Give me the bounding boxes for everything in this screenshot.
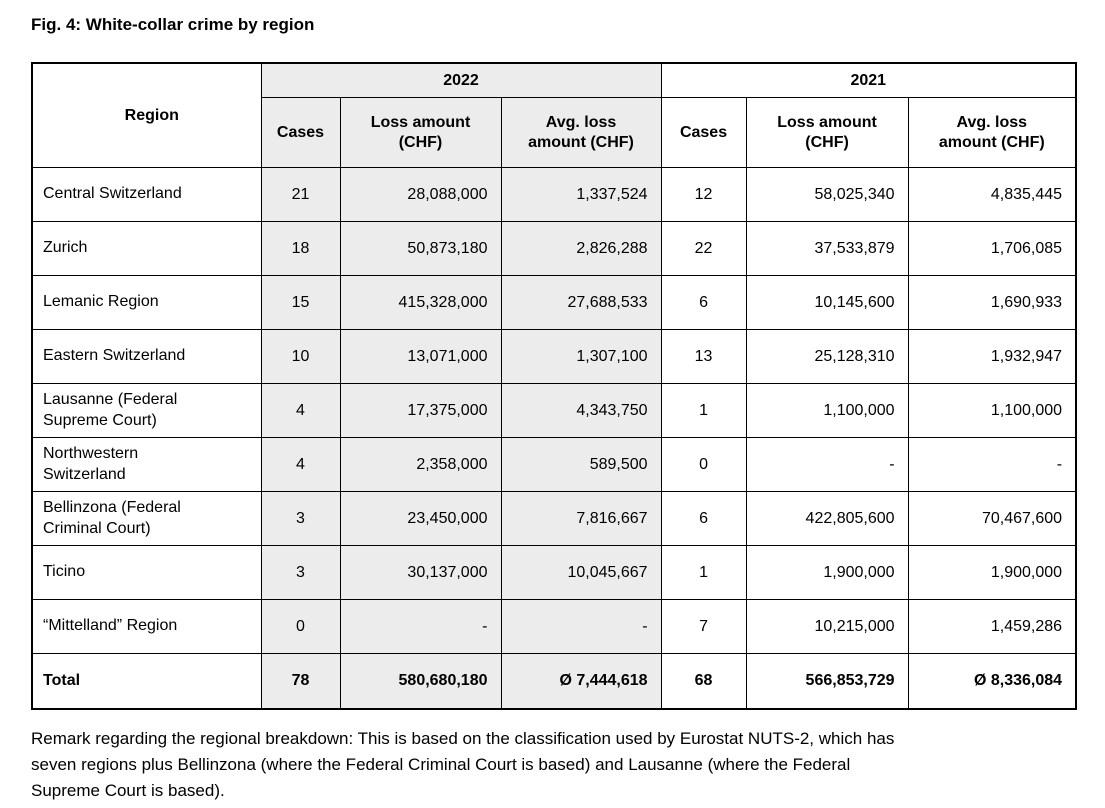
region-cell: Central Switzerland bbox=[31, 167, 262, 222]
avg-loss-2021-cell: - bbox=[907, 437, 1077, 492]
loss-2022-cell: - bbox=[339, 599, 502, 654]
figure-title: Fig. 4: White-collar crime by region bbox=[31, 15, 315, 34]
avg-loss-2022-cell: 4,343,750 bbox=[500, 383, 662, 438]
avg-loss-2022-cell: 2,826,288 bbox=[500, 221, 662, 276]
year-2021-header: 2021 bbox=[660, 62, 1077, 98]
total-cases-2021-cell: 68 bbox=[660, 653, 747, 710]
cases-2022-cell: 10 bbox=[260, 329, 341, 384]
cases-2022-header: Cases bbox=[260, 97, 341, 168]
total-loss-2021-cell: 566,853,729 bbox=[745, 653, 909, 710]
loss-2021-cell: 37,533,879 bbox=[745, 221, 909, 276]
loss-2021-cell: 10,145,600 bbox=[745, 275, 909, 330]
cases-2022-cell: 4 bbox=[260, 383, 341, 438]
loss-2021-cell: 422,805,600 bbox=[745, 491, 909, 546]
cases-2021-cell: 12 bbox=[660, 167, 747, 222]
avg-loss-2022-cell: 1,307,100 bbox=[500, 329, 662, 384]
table-row: Ticino 3 30,137,000 10,045,667 1 1,900,0… bbox=[31, 545, 1077, 600]
loss-2022-cell: 415,328,000 bbox=[339, 275, 502, 330]
region-cell: Bellinzona (Federal Criminal Court) bbox=[31, 491, 262, 546]
table-row: Eastern Switzerland 10 13,071,000 1,307,… bbox=[31, 329, 1077, 384]
table-row: Central Switzerland 21 28,088,000 1,337,… bbox=[31, 167, 1077, 222]
table-row: Bellinzona (Federal Criminal Court) 3 23… bbox=[31, 491, 1077, 546]
region-cell: Ticino bbox=[31, 545, 262, 600]
total-loss-2022-cell: 580,680,180 bbox=[339, 653, 502, 710]
loss-2022-cell: 50,873,180 bbox=[339, 221, 502, 276]
cases-2021-cell: 6 bbox=[660, 275, 747, 330]
cases-2021-cell: 6 bbox=[660, 491, 747, 546]
avg-loss-2022-cell: 27,688,533 bbox=[500, 275, 662, 330]
region-cell: Lemanic Region bbox=[31, 275, 262, 330]
cases-2021-header: Cases bbox=[660, 97, 747, 168]
loss-2022-cell: 17,375,000 bbox=[339, 383, 502, 438]
avg-loss-2021-cell: 4,835,445 bbox=[907, 167, 1077, 222]
cases-2021-cell: 1 bbox=[660, 383, 747, 438]
cases-2021-cell: 13 bbox=[660, 329, 747, 384]
year-2022-header: 2022 bbox=[260, 62, 662, 98]
table-row: Lausanne (Federal Supreme Court) 4 17,37… bbox=[31, 383, 1077, 438]
avg-loss-2022-cell: 589,500 bbox=[500, 437, 662, 492]
avg-loss-2021-cell: 1,690,933 bbox=[907, 275, 1077, 330]
avg-loss-2022-cell: 7,816,667 bbox=[500, 491, 662, 546]
region-cell: “Mittelland” Region bbox=[31, 599, 262, 654]
avg-loss-2022-header: Avg. loss amount (CHF) bbox=[500, 97, 662, 168]
table-row: Northwestern Switzerland 4 2,358,000 589… bbox=[31, 437, 1077, 492]
total-row: Total 78 580,680,180 Ø 7,444,618 68 566,… bbox=[31, 653, 1077, 710]
region-column-header: Region bbox=[31, 62, 262, 168]
total-avg-2022-cell: Ø 7,444,618 bbox=[500, 653, 662, 710]
loss-2021-header: Loss amount (CHF) bbox=[745, 97, 909, 168]
cases-2022-cell: 21 bbox=[260, 167, 341, 222]
region-cell: Eastern Switzerland bbox=[31, 329, 262, 384]
table-row: “Mittelland” Region 0 - - 7 10,215,000 1… bbox=[31, 599, 1077, 654]
year-group-row: Region 2022 2021 bbox=[31, 62, 1077, 168]
cases-2022-cell: 3 bbox=[260, 545, 341, 600]
table-body: Central Switzerland 21 28,088,000 1,337,… bbox=[31, 167, 1077, 710]
cases-2021-cell: 0 bbox=[660, 437, 747, 492]
avg-loss-2021-cell: 1,100,000 bbox=[907, 383, 1077, 438]
cases-2021-cell: 7 bbox=[660, 599, 747, 654]
loss-2021-cell: 10,215,000 bbox=[745, 599, 909, 654]
avg-loss-2022-cell: 1,337,524 bbox=[500, 167, 662, 222]
avg-loss-2021-cell: 1,459,286 bbox=[907, 599, 1077, 654]
cases-2022-cell: 0 bbox=[260, 599, 341, 654]
region-cell: Northwestern Switzerland bbox=[31, 437, 262, 492]
loss-2021-cell: 58,025,340 bbox=[745, 167, 909, 222]
avg-loss-2021-cell: 70,467,600 bbox=[907, 491, 1077, 546]
loss-2022-header: Loss amount (CHF) bbox=[339, 97, 502, 168]
table-row: Lemanic Region 15 415,328,000 27,688,533… bbox=[31, 275, 1077, 330]
cases-2022-cell: 15 bbox=[260, 275, 341, 330]
loss-2021-cell: 1,100,000 bbox=[745, 383, 909, 438]
cases-2022-cell: 18 bbox=[260, 221, 341, 276]
loss-2021-cell: - bbox=[745, 437, 909, 492]
avg-loss-2021-cell: 1,932,947 bbox=[907, 329, 1077, 384]
total-label-cell: Total bbox=[31, 653, 262, 710]
avg-loss-2022-cell: 10,045,667 bbox=[500, 545, 662, 600]
table-header: Region 2022 2021 Cases Loss amount (CHF)… bbox=[31, 62, 1077, 168]
loss-2022-cell: 30,137,000 bbox=[339, 545, 502, 600]
loss-2022-cell: 28,088,000 bbox=[339, 167, 502, 222]
region-cell: Lausanne (Federal Supreme Court) bbox=[31, 383, 262, 438]
avg-loss-2021-cell: 1,706,085 bbox=[907, 221, 1077, 276]
table-row: Zurich 18 50,873,180 2,826,288 22 37,533… bbox=[31, 221, 1077, 276]
remark-text: Remark regarding the regional breakdown:… bbox=[31, 729, 895, 800]
subheader-row: Cases Loss amount (CHF) Avg. loss amount… bbox=[32, 97, 1077, 168]
loss-2022-cell: 2,358,000 bbox=[339, 437, 502, 492]
total-avg-2021-cell: Ø 8,336,084 bbox=[907, 653, 1077, 710]
region-cell: Zurich bbox=[31, 221, 262, 276]
loss-2022-cell: 23,450,000 bbox=[339, 491, 502, 546]
avg-loss-2022-cell: - bbox=[500, 599, 662, 654]
avg-loss-2021-cell: 1,900,000 bbox=[907, 545, 1077, 600]
loss-2021-cell: 25,128,310 bbox=[745, 329, 909, 384]
cases-2022-cell: 4 bbox=[260, 437, 341, 492]
cases-2022-cell: 3 bbox=[260, 491, 341, 546]
loss-2022-cell: 13,071,000 bbox=[339, 329, 502, 384]
cases-2021-cell: 22 bbox=[660, 221, 747, 276]
avg-loss-2021-header: Avg. loss amount (CHF) bbox=[907, 97, 1077, 168]
cases-2021-cell: 1 bbox=[660, 545, 747, 600]
total-cases-2022-cell: 78 bbox=[260, 653, 341, 710]
loss-2021-cell: 1,900,000 bbox=[745, 545, 909, 600]
crime-by-region-table: Region 2022 2021 Cases Loss amount (CHF)… bbox=[31, 62, 1078, 710]
